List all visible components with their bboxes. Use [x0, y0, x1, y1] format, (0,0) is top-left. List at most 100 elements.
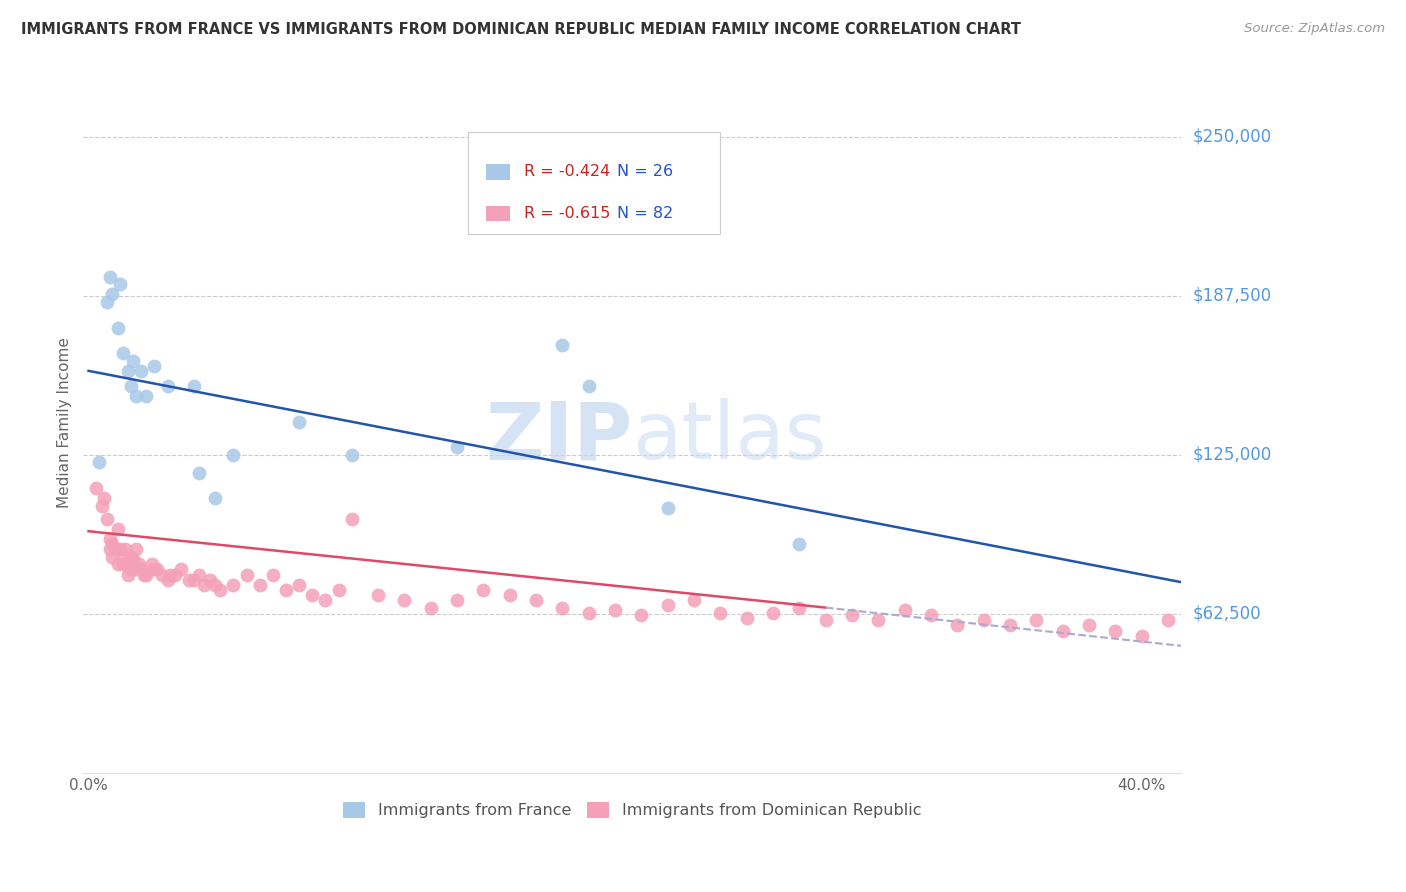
- Point: [188, 466, 211, 480]
- Point: [551, 600, 574, 615]
- Point: [90, 499, 112, 513]
- Point: [143, 359, 166, 373]
- FancyBboxPatch shape: [486, 206, 510, 221]
- FancyBboxPatch shape: [486, 164, 510, 179]
- Point: [117, 567, 139, 582]
- Point: [86, 481, 108, 495]
- Point: [446, 593, 468, 607]
- Point: [87, 455, 110, 469]
- Text: N = 82: N = 82: [617, 206, 673, 221]
- Point: [108, 542, 131, 557]
- Point: [524, 593, 547, 607]
- Point: [973, 613, 995, 627]
- Text: ZIP: ZIP: [485, 398, 633, 476]
- Point: [235, 567, 257, 582]
- Point: [551, 338, 574, 352]
- Point: [125, 389, 148, 403]
- Point: [120, 549, 142, 564]
- Point: [98, 542, 121, 557]
- Point: [578, 606, 600, 620]
- Point: [132, 567, 155, 582]
- Point: [107, 320, 129, 334]
- Point: [108, 277, 131, 292]
- Legend: Immigrants from France, Immigrants from Dominican Republic: Immigrants from France, Immigrants from …: [336, 796, 928, 824]
- Point: [117, 364, 139, 378]
- Point: [315, 593, 337, 607]
- Point: [129, 364, 152, 378]
- Point: [222, 448, 245, 462]
- Point: [249, 577, 271, 591]
- Point: [128, 558, 150, 572]
- Point: [340, 448, 363, 462]
- Point: [841, 608, 863, 623]
- Point: [1078, 618, 1101, 632]
- Point: [288, 577, 311, 591]
- FancyBboxPatch shape: [468, 133, 720, 234]
- Point: [762, 606, 785, 620]
- Point: [789, 537, 811, 551]
- Point: [135, 567, 157, 582]
- Text: $187,500: $187,500: [1192, 286, 1271, 305]
- Point: [1130, 629, 1153, 643]
- Point: [101, 549, 124, 564]
- Point: [120, 562, 142, 576]
- Text: R = -0.424: R = -0.424: [523, 164, 610, 179]
- Point: [101, 287, 124, 301]
- Point: [998, 618, 1021, 632]
- Point: [419, 600, 441, 615]
- Point: [135, 389, 157, 403]
- Point: [209, 582, 232, 597]
- Point: [709, 606, 731, 620]
- Point: [120, 379, 142, 393]
- Point: [114, 542, 136, 557]
- Point: [188, 567, 211, 582]
- Point: [122, 353, 145, 368]
- Point: [141, 558, 163, 572]
- Point: [156, 379, 179, 393]
- Point: [107, 558, 129, 572]
- Point: [1052, 624, 1074, 638]
- Point: [1157, 613, 1180, 627]
- Point: [170, 562, 193, 576]
- Point: [328, 582, 350, 597]
- Text: atlas: atlas: [633, 398, 827, 476]
- Point: [143, 562, 166, 576]
- Point: [129, 562, 152, 576]
- Point: [578, 379, 600, 393]
- Point: [394, 593, 416, 607]
- Point: [603, 603, 626, 617]
- Point: [301, 588, 323, 602]
- Point: [204, 491, 226, 505]
- Point: [111, 549, 134, 564]
- Point: [193, 577, 215, 591]
- Point: [1025, 613, 1047, 627]
- Point: [657, 598, 679, 612]
- Point: [93, 491, 115, 505]
- Text: $250,000: $250,000: [1192, 128, 1271, 145]
- Point: [165, 567, 187, 582]
- Point: [183, 573, 205, 587]
- Point: [367, 588, 389, 602]
- Point: [735, 611, 758, 625]
- Point: [946, 618, 969, 632]
- Text: N = 26: N = 26: [617, 164, 673, 179]
- Point: [107, 522, 129, 536]
- Point: [499, 588, 522, 602]
- Point: [111, 346, 134, 360]
- Point: [122, 552, 145, 566]
- Point: [101, 537, 124, 551]
- Point: [340, 511, 363, 525]
- Point: [125, 542, 148, 557]
- Point: [893, 603, 915, 617]
- Point: [868, 613, 890, 627]
- Point: [150, 567, 173, 582]
- Point: [1104, 624, 1126, 638]
- Point: [814, 613, 837, 627]
- Point: [177, 573, 200, 587]
- Point: [657, 501, 679, 516]
- Point: [159, 567, 181, 582]
- Point: [789, 600, 811, 615]
- Point: [198, 573, 221, 587]
- Point: [111, 558, 134, 572]
- Text: Source: ZipAtlas.com: Source: ZipAtlas.com: [1244, 22, 1385, 36]
